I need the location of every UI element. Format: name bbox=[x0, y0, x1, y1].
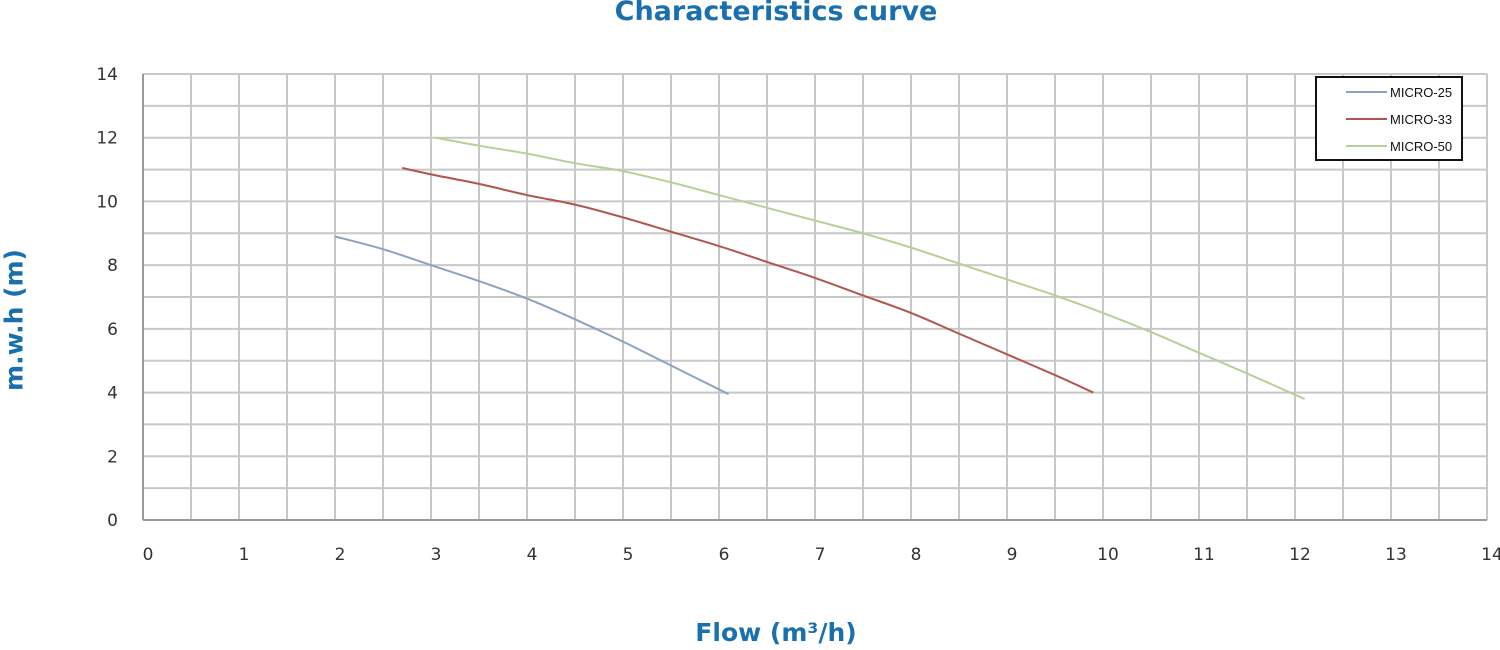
legend-label: MICRO-33 bbox=[1390, 112, 1452, 127]
y-tick-label: 8 bbox=[107, 256, 118, 276]
x-tick-label: 5 bbox=[623, 545, 634, 565]
x-tick-label: 6 bbox=[719, 545, 730, 565]
series-line-micro-50 bbox=[435, 136, 1306, 400]
legend-box bbox=[1315, 76, 1463, 161]
y-tick-label: 4 bbox=[107, 384, 118, 404]
x-tick-label: 14 bbox=[1481, 545, 1500, 565]
x-tick-label: 4 bbox=[527, 545, 538, 565]
y-tick-label: 0 bbox=[107, 511, 118, 531]
y-tick-label: 14 bbox=[96, 65, 118, 85]
x-tick-label: 11 bbox=[1193, 545, 1215, 565]
x-axis-label: Flow (m³/h) bbox=[695, 618, 857, 647]
y-tick-label: 10 bbox=[96, 192, 118, 212]
x-tick-label: 0 bbox=[143, 545, 154, 565]
x-tick-label: 12 bbox=[1289, 545, 1311, 565]
y-tick-label: 2 bbox=[107, 447, 118, 467]
series-line-micro-33 bbox=[401, 167, 1094, 394]
series-line-micro-25 bbox=[334, 235, 730, 396]
x-tick-label: 9 bbox=[1007, 545, 1018, 565]
x-tick-label: 7 bbox=[815, 545, 826, 565]
legend-label: MICRO-50 bbox=[1390, 139, 1452, 154]
y-tick-label: 6 bbox=[107, 320, 118, 340]
x-tick-label: 10 bbox=[1097, 545, 1119, 565]
legend-label: MICRO-25 bbox=[1390, 85, 1452, 100]
x-tick-label: 2 bbox=[335, 545, 346, 565]
y-tick-label: 12 bbox=[96, 129, 118, 149]
chart-title: Characteristics curve bbox=[614, 0, 938, 27]
x-tick-label: 1 bbox=[239, 545, 250, 565]
x-tick-label: 8 bbox=[911, 545, 922, 565]
x-tick-label: 13 bbox=[1385, 545, 1407, 565]
x-tick-label: 3 bbox=[431, 545, 442, 565]
